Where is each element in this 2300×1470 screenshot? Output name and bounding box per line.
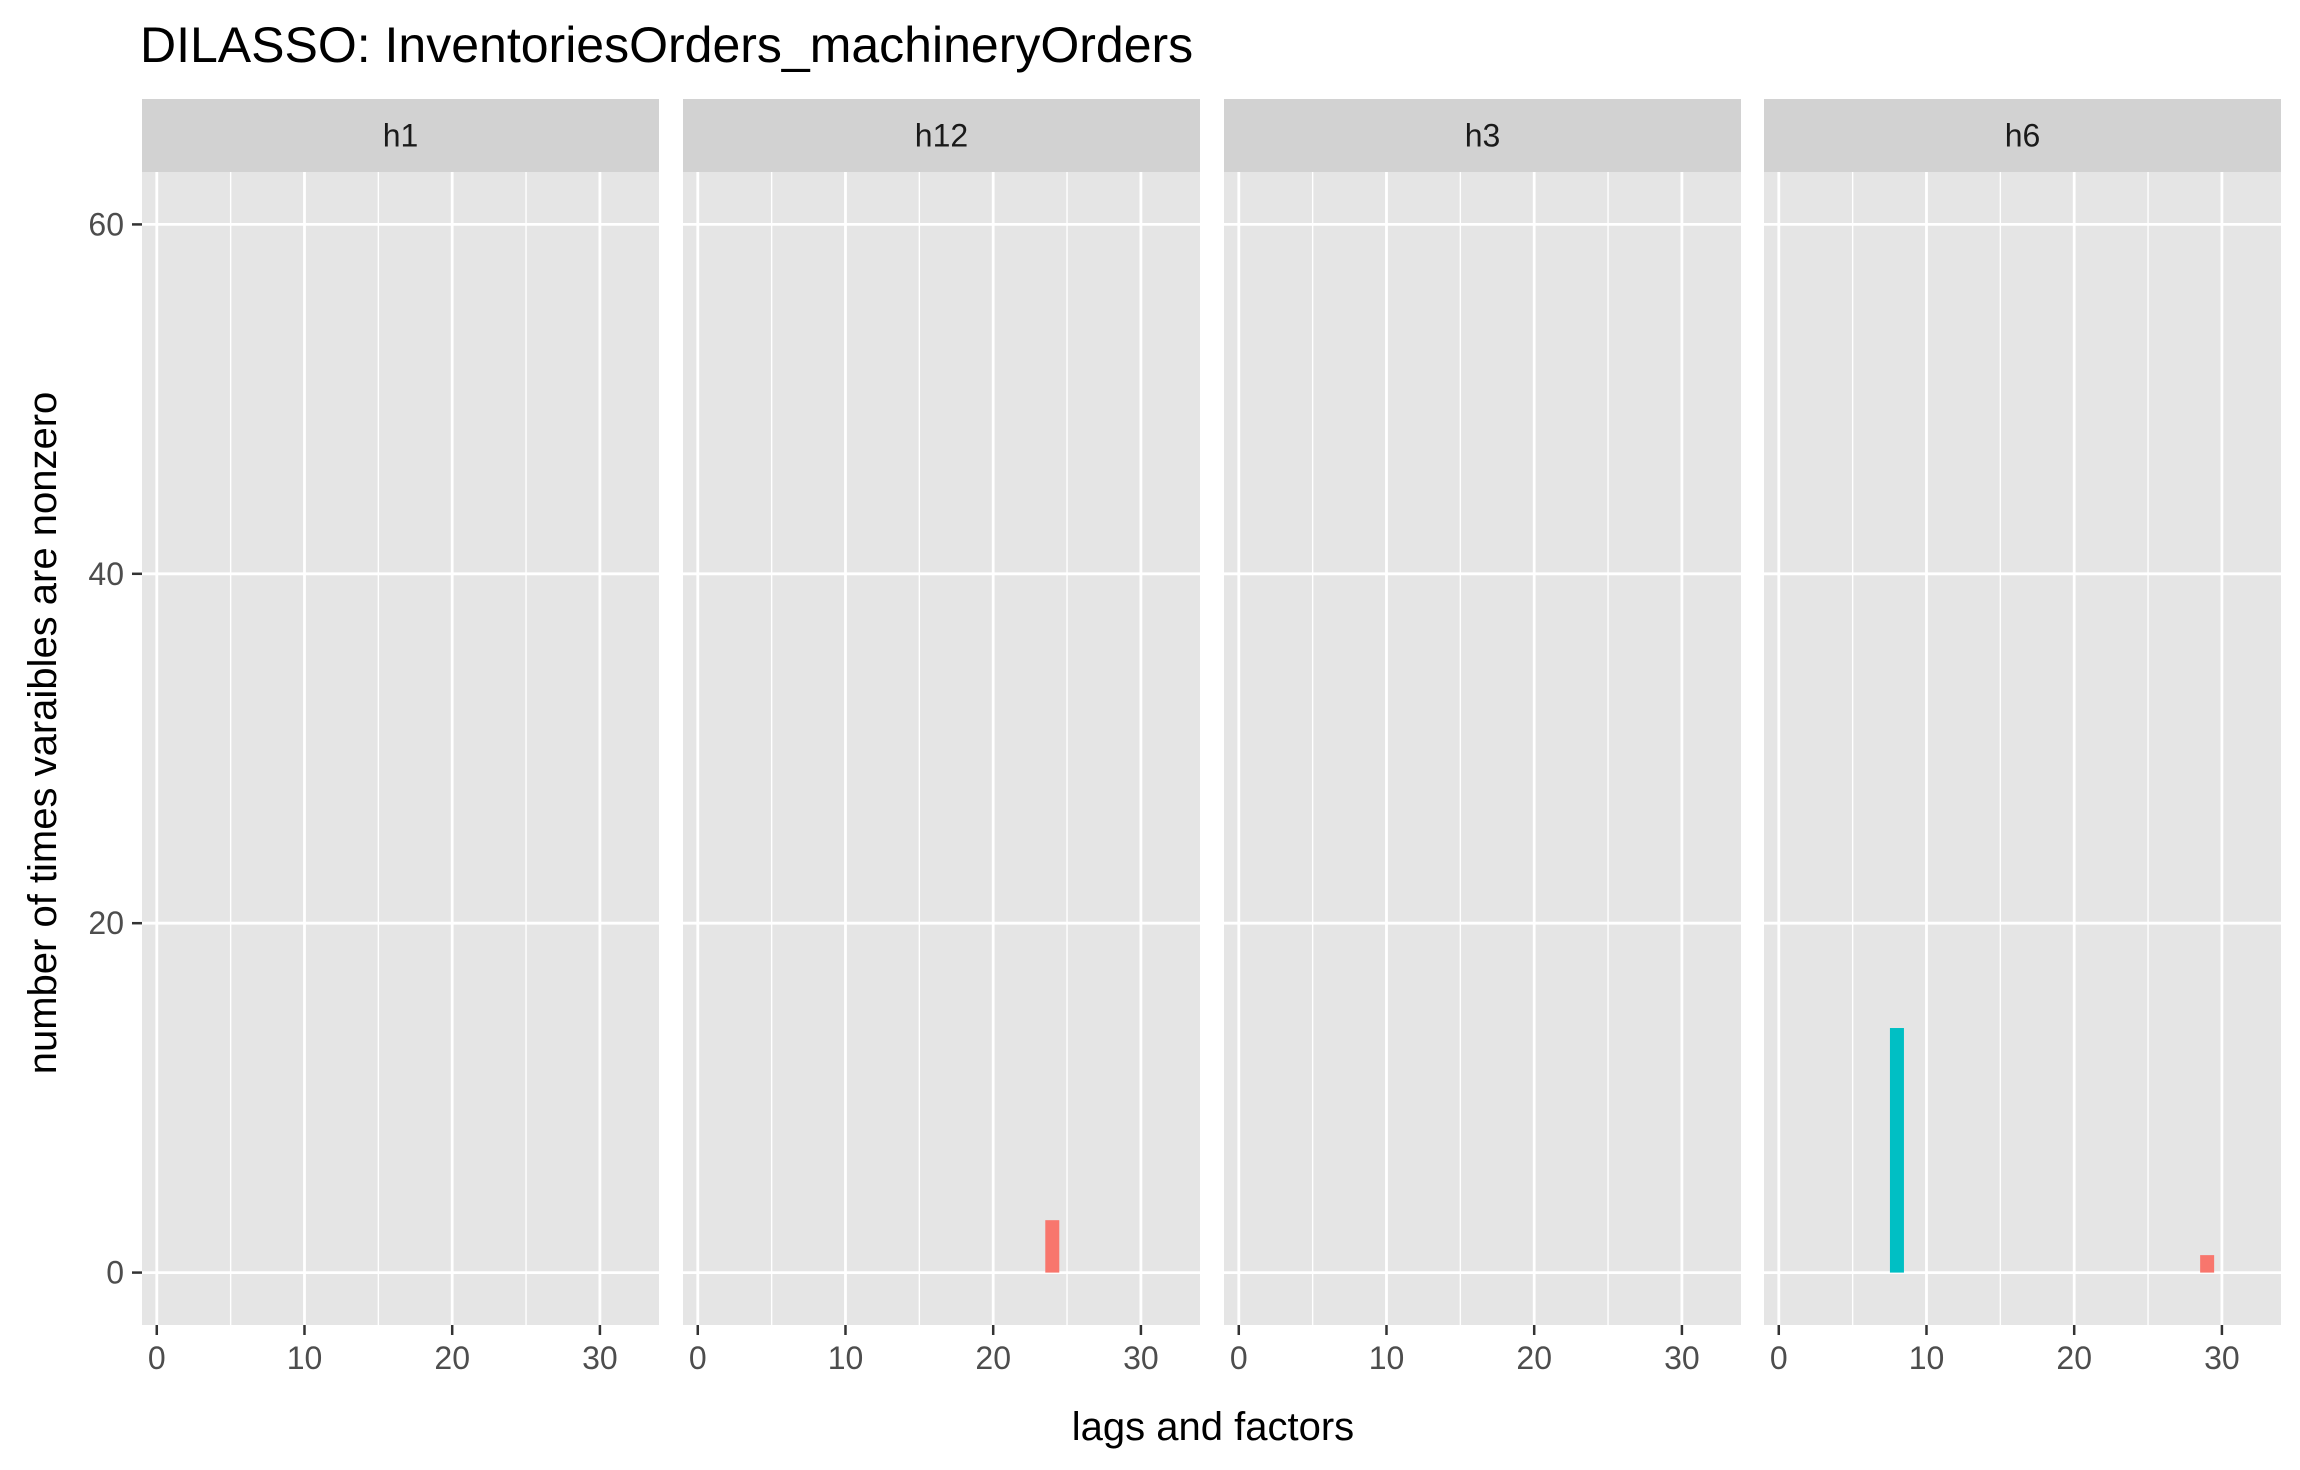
facet-label: h6 bbox=[2005, 118, 2041, 154]
x-tick-label: 10 bbox=[828, 1340, 864, 1376]
facet-strip bbox=[683, 99, 1200, 172]
panel-background bbox=[142, 172, 659, 1325]
panel-background bbox=[1764, 172, 2281, 1325]
x-tick-label: 0 bbox=[689, 1340, 707, 1376]
bar bbox=[1889, 1028, 1904, 1273]
y-tick-label: 20 bbox=[88, 905, 124, 941]
x-tick-label: 30 bbox=[1123, 1340, 1159, 1376]
y-tick-label: 60 bbox=[88, 206, 124, 242]
x-tick-label: 0 bbox=[148, 1340, 166, 1376]
facet-label: h1 bbox=[383, 118, 419, 154]
x-axis-title: lags and factors bbox=[1072, 1405, 1354, 1449]
x-tick-label: 30 bbox=[582, 1340, 618, 1376]
x-tick-label: 20 bbox=[975, 1340, 1011, 1376]
facet-label: h3 bbox=[1465, 118, 1501, 154]
facet-h6: h6 0 10 20 30 bbox=[1764, 99, 2281, 1376]
facet-h3: h3 0 10 20 30 bbox=[1224, 99, 1741, 1376]
x-tick-label: 10 bbox=[287, 1340, 323, 1376]
bar bbox=[1045, 1220, 1060, 1273]
facet-label: h12 bbox=[915, 118, 968, 154]
x-tick-label: 10 bbox=[1909, 1340, 1945, 1376]
y-tick-label: 40 bbox=[88, 556, 124, 592]
facet-h12: h12 0 10 20 30 bbox=[683, 99, 1200, 1376]
x-tick-label: 10 bbox=[1369, 1340, 1405, 1376]
panel-background bbox=[1224, 172, 1741, 1325]
facet-strip bbox=[1764, 99, 2281, 172]
x-tick-label: 30 bbox=[1664, 1340, 1700, 1376]
y-tick-label: 0 bbox=[106, 1255, 124, 1291]
x-tick-label: 20 bbox=[2056, 1340, 2092, 1376]
x-tick-label: 0 bbox=[1230, 1340, 1248, 1376]
facet-strip bbox=[1224, 99, 1741, 172]
panel-background bbox=[683, 172, 1200, 1325]
chart-title: DILASSO: InventoriesOrders_machineryOrde… bbox=[140, 17, 1193, 73]
x-tick-label: 30 bbox=[2204, 1340, 2240, 1376]
x-tick-label: 0 bbox=[1770, 1340, 1788, 1376]
bar bbox=[2200, 1255, 2215, 1273]
y-axis-title: number of times varaibles are nonzero bbox=[21, 392, 65, 1075]
facet-panels: h1 0 10 20 30 h12 0 10 20 30 h3 0 10 20 30 h6 0 10 20 30 bbox=[142, 99, 2281, 1376]
facet-h1: h1 0 10 20 30 bbox=[142, 99, 659, 1376]
x-tick-label: 20 bbox=[434, 1340, 470, 1376]
x-tick-label: 20 bbox=[1516, 1340, 1552, 1376]
y-axis: 0 20 40 60 bbox=[88, 206, 142, 1291]
facet-strip bbox=[142, 99, 659, 172]
